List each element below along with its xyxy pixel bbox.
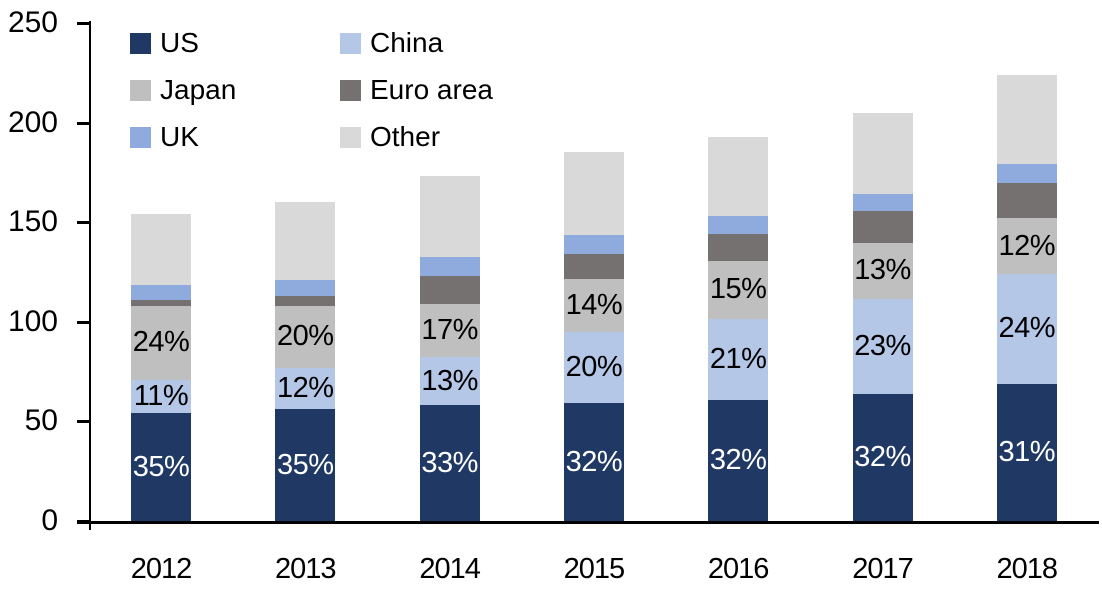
bar-segment-japan-2017: [852, 243, 913, 299]
x-axis-label-2015: 2015: [563, 553, 626, 585]
bar-segment-uk-2017: [852, 194, 913, 212]
y-axis-tick-label: 100: [7, 304, 58, 338]
bar-segment-china-2013: [275, 367, 336, 410]
y-axis-tick-label: 50: [24, 404, 58, 438]
bar-segment-other-2013: [275, 202, 336, 280]
bar-segment-euro-area-2015: [563, 254, 624, 279]
bar-segment-uk-2014: [419, 257, 480, 276]
bar-segment-uk-2012: [131, 284, 191, 300]
legend-label-uk: UK: [160, 121, 199, 152]
bar-segment-china-2017: [852, 298, 913, 394]
bar-segment-uk-2016: [708, 216, 769, 235]
bar-segment-china-2015: [563, 331, 624, 404]
bar-segment-us-2018: [996, 383, 1057, 521]
bar-segment-us-2012: [131, 413, 191, 521]
bar-segment-us-2017: [852, 393, 913, 521]
bar-segment-euro-area-2016: [708, 234, 769, 262]
legend-label-us: US: [160, 27, 199, 58]
x-axis-label-2012: 2012: [130, 553, 193, 585]
bar-segment-euro-area-2012: [131, 299, 191, 306]
bar-segment-uk-2018: [996, 164, 1057, 184]
bar-segment-japan-2015: [563, 278, 624, 332]
bar-segment-us-2015: [563, 403, 624, 521]
legend-swatch-uk: [130, 126, 151, 148]
y-axis-tick-label: 0: [41, 504, 58, 537]
legend-item-other: Other: [340, 123, 440, 151]
legend-label-china: China: [370, 27, 444, 58]
bar-segment-china-2012: [131, 379, 191, 414]
y-axis-tick: [77, 121, 90, 125]
legend-label-other: Other: [370, 121, 441, 152]
x-axis-label-2016: 2016: [707, 553, 770, 585]
bar-segment-japan-2012: [131, 305, 191, 380]
legend-swatch-euro-area: [340, 79, 361, 101]
bar-segment-china-2014: [419, 356, 480, 406]
bar-segment-china-2016: [708, 318, 769, 401]
x-axis-line: [77, 521, 1099, 524]
y-axis-tick-label: 150: [7, 205, 58, 239]
x-axis-label-2018: 2018: [996, 553, 1059, 585]
bar-segment-other-2017: [852, 112, 913, 195]
bar-segment-japan-2016: [708, 261, 769, 319]
y-axis-line: [89, 21, 91, 530]
bar-segment-us-2013: [275, 409, 336, 521]
x-axis-label-2014: 2014: [419, 553, 481, 585]
bar-segment-japan-2014: [419, 303, 480, 357]
x-axis-label-2013: 2013: [275, 553, 337, 585]
bar-segment-china-2018: [996, 273, 1057, 384]
bar-segment-japan-2013: [275, 305, 336, 368]
legend-swatch-china: [340, 32, 361, 54]
bar-segment-other-2016: [708, 136, 769, 217]
y-axis-tick: [77, 320, 90, 324]
bar-segment-japan-2018: [996, 218, 1057, 274]
legend-item-us: US: [130, 29, 199, 57]
legend-swatch-us: [130, 32, 151, 54]
x-axis-label-2017: 2017: [852, 553, 914, 585]
y-axis-tick: [77, 420, 90, 424]
y-axis-tick-label: 200: [7, 105, 58, 139]
legend-swatch-japan: [130, 79, 151, 101]
bar-segment-other-2015: [563, 152, 624, 236]
bar-segment-us-2016: [708, 400, 769, 521]
bar-segment-other-2014: [419, 176, 480, 258]
legend-swatch-other: [340, 126, 361, 148]
bar-segment-us-2014: [419, 405, 480, 521]
bar-segment-other-2018: [996, 74, 1057, 165]
legend-item-japan: Japan: [130, 76, 236, 104]
y-axis-tick: [77, 520, 90, 523]
legend-label-euro-area: Euro area: [370, 74, 493, 105]
bar-segment-euro-area-2018: [996, 183, 1057, 219]
legend-label-japan: Japan: [160, 74, 237, 105]
y-axis-tick: [77, 22, 90, 25]
legend-item-euro-area: Euro area: [340, 76, 493, 104]
legend-item-uk: UK: [130, 123, 199, 151]
bar-segment-euro-area-2017: [852, 211, 913, 244]
bar-segment-uk-2013: [275, 279, 336, 296]
legend-item-china: China: [340, 29, 443, 57]
bar-segment-euro-area-2014: [419, 275, 480, 304]
bar-segment-other-2012: [131, 214, 191, 285]
y-axis-tick-label: 250: [7, 6, 58, 39]
bar-segment-uk-2015: [563, 235, 624, 255]
bar-segment-euro-area-2013: [275, 295, 336, 306]
y-axis-tick: [77, 221, 90, 225]
